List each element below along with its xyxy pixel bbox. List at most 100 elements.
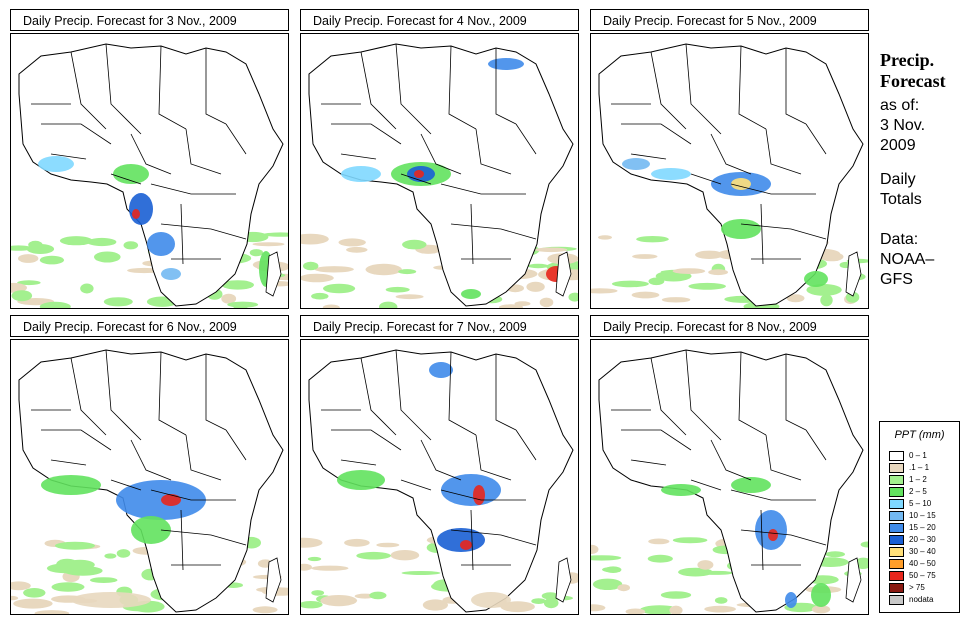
- precip-patch: [221, 293, 237, 304]
- country-border: [448, 45, 477, 130]
- country-border: [160, 223, 247, 240]
- country-border: [105, 43, 142, 135]
- precip-patch: [365, 263, 402, 276]
- precip-patch: [648, 277, 665, 286]
- precip-patch: [161, 494, 181, 506]
- precip-patch: [147, 232, 175, 256]
- precip-patch: [531, 598, 546, 604]
- heading-line: Precip.: [880, 50, 935, 70]
- africa-landmass: [598, 349, 864, 613]
- country-border: [130, 439, 172, 481]
- precip-patch: [307, 556, 322, 562]
- country-border: [158, 351, 187, 436]
- country-border: [805, 429, 827, 461]
- precip-patch: [500, 601, 535, 613]
- africa-precip-map: [590, 339, 869, 615]
- precip-patch: [131, 516, 171, 544]
- precip-patch: [429, 362, 453, 378]
- country-border: [160, 529, 247, 546]
- data-source-line: NOAA–: [880, 251, 935, 268]
- legend-swatch: [889, 523, 904, 533]
- country-border: [785, 354, 807, 431]
- precip-patch: [39, 301, 71, 308]
- country-border: [420, 133, 462, 175]
- country-border: [50, 153, 87, 160]
- precip-patch: [11, 595, 19, 601]
- precip-patch: [488, 58, 524, 70]
- country-border: [110, 479, 142, 491]
- sidebar-heading: Precip. Forecast: [880, 50, 946, 92]
- precip-patch: [622, 158, 650, 170]
- precip-patch: [639, 605, 680, 614]
- country-border: [340, 459, 377, 466]
- country-border: [738, 351, 767, 436]
- country-border: [395, 349, 432, 441]
- legend-label: 10 – 15: [909, 511, 936, 520]
- country-border: [765, 434, 802, 481]
- country-border: [150, 489, 236, 501]
- totals-block: Daily Totals: [880, 170, 922, 210]
- precip-patch: [341, 166, 381, 182]
- precip-patch: [437, 528, 485, 552]
- ppt-legend: PPT (mm) 0 – 1 .1 – 1 1 – 2 2 – 5 5 – 10 10 –…: [879, 421, 960, 613]
- precip-patch: [249, 249, 264, 257]
- precip-patch: [390, 550, 420, 561]
- legend-swatch: [889, 451, 904, 461]
- precip-patch: [337, 470, 385, 490]
- legend-swatch: [889, 535, 904, 545]
- country-border: [710, 439, 752, 481]
- precip-patch: [322, 304, 340, 308]
- data-source-block: Data: NOAA– GFS: [880, 230, 934, 290]
- precip-patch: [526, 281, 545, 292]
- precip-patch: [461, 289, 481, 299]
- forecast-panel-7-nov: Daily Precip. Forecast for 7 Nov., 2009: [300, 315, 581, 615]
- forecast-panel-6-nov: Daily Precip. Forecast for 6 Nov., 2009: [10, 315, 291, 615]
- forecast-panel-8-nov: Daily Precip. Forecast for 8 Nov., 2009: [590, 315, 871, 615]
- precip-patch: [825, 551, 845, 558]
- precip-patch: [398, 269, 417, 275]
- precip-patch: [473, 485, 485, 505]
- legend-label: > 75: [909, 583, 925, 592]
- precip-patch: [323, 283, 356, 294]
- country-border: [331, 123, 402, 145]
- precip-patch: [17, 280, 41, 286]
- precip-patch: [786, 294, 805, 303]
- heading-line: Forecast: [880, 71, 946, 91]
- country-border: [180, 203, 184, 265]
- country-border: [685, 43, 722, 135]
- precip-patch: [379, 301, 398, 308]
- legend-swatch: [889, 499, 904, 509]
- country-border: [621, 429, 692, 451]
- country-borders: [611, 349, 827, 571]
- precip-patch: [94, 251, 121, 263]
- country-border: [515, 429, 537, 461]
- precip-patch: [301, 273, 334, 283]
- country-border: [740, 223, 827, 240]
- precip-patch: [314, 266, 354, 273]
- precip-patch: [678, 567, 713, 577]
- country-border: [331, 429, 402, 451]
- precip-patch: [636, 236, 669, 243]
- madagascar: [265, 557, 282, 603]
- country-border: [805, 123, 827, 155]
- precip-patch: [514, 301, 531, 307]
- africa-precip-map: [590, 33, 869, 309]
- precip-patch: [34, 610, 70, 614]
- precip-patch: [648, 538, 670, 545]
- legend-swatch: [889, 475, 904, 485]
- country-border: [340, 153, 377, 160]
- totals-line: Totals: [880, 191, 922, 208]
- country-border: [130, 133, 172, 175]
- precip-patch: [661, 297, 691, 303]
- as-of-block: as of: 3 Nov. 2009: [880, 96, 925, 156]
- legend-swatch: [889, 547, 904, 557]
- country-border: [450, 529, 537, 546]
- precip-patch: [535, 247, 568, 253]
- country-border: [158, 45, 187, 130]
- precip-patch: [11, 290, 33, 302]
- country-border: [225, 429, 247, 461]
- africa-landmass: [18, 43, 284, 307]
- country-borders: [31, 349, 247, 571]
- precip-patch: [356, 551, 391, 560]
- precip-patch: [385, 286, 410, 293]
